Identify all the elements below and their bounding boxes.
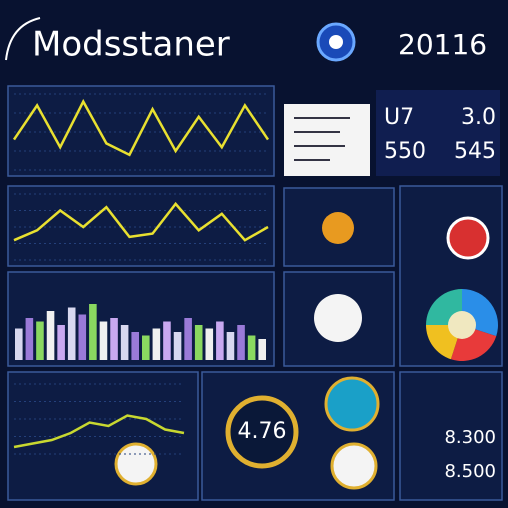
bar	[173, 332, 182, 360]
panel	[399, 371, 503, 501]
app-title: Modsstaner	[32, 25, 230, 65]
bar	[142, 335, 150, 360]
bar	[110, 318, 118, 360]
bar	[237, 325, 245, 360]
bar	[247, 335, 256, 360]
line	[13, 414, 185, 449]
bar	[184, 318, 192, 360]
bar	[163, 321, 171, 360]
pie-center	[448, 311, 476, 339]
bar	[99, 321, 108, 360]
gauge-badge	[114, 442, 158, 486]
year: 20116	[398, 28, 487, 61]
bar	[216, 321, 224, 360]
stat: U7	[384, 105, 414, 130]
gauge-badge	[330, 442, 378, 490]
gauge-ring	[225, 395, 299, 469]
alert-icon	[446, 216, 490, 260]
bar	[89, 304, 97, 360]
bar	[25, 318, 34, 360]
info-lines	[294, 117, 350, 161]
bar	[67, 307, 76, 360]
stats-panel	[376, 90, 500, 176]
bar	[36, 321, 44, 360]
app-icon-dot	[329, 35, 343, 49]
bar	[152, 328, 161, 360]
stat: 550	[384, 139, 426, 164]
bar	[226, 332, 235, 360]
bar	[15, 328, 23, 360]
info-card	[284, 104, 370, 176]
line	[13, 201, 269, 242]
bar	[258, 339, 266, 360]
readout: 8.500	[444, 461, 496, 482]
bar	[46, 311, 55, 360]
bar	[78, 314, 87, 360]
line	[12, 98, 270, 157]
bar	[205, 328, 214, 360]
bar	[131, 332, 139, 360]
indicator	[314, 294, 362, 342]
bar	[57, 325, 65, 360]
bar	[194, 325, 203, 360]
gauge-badge	[324, 376, 380, 432]
stat: 3.0	[461, 105, 496, 130]
panel	[7, 185, 275, 267]
stat: 545	[454, 139, 496, 164]
status-dot	[322, 212, 354, 244]
readout: 8.300	[444, 427, 496, 448]
gauge-value: 4.76	[238, 419, 287, 444]
bar	[120, 325, 129, 360]
header-arc	[5, 17, 41, 61]
